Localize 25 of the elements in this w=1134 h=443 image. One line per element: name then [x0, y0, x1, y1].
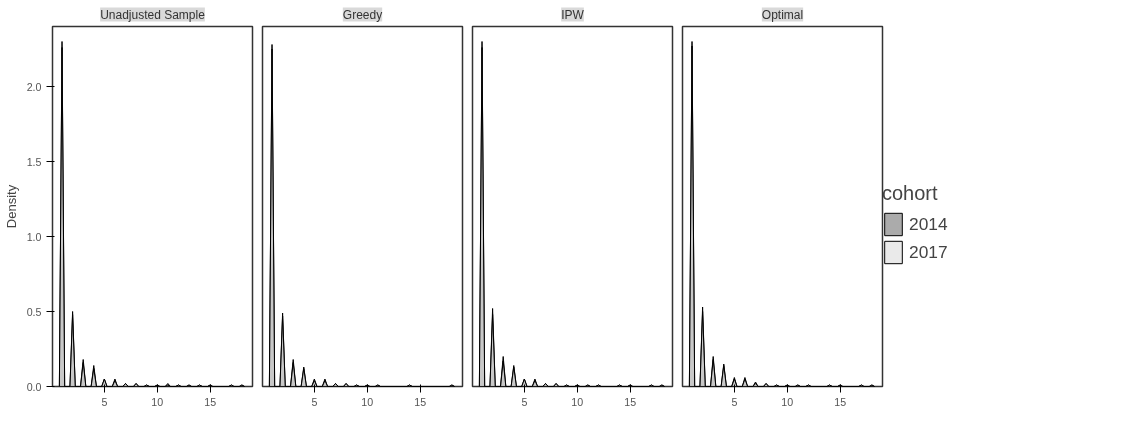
- x-tick-label: 5: [521, 395, 528, 408]
- x-tick-label: 15: [624, 395, 637, 408]
- legend-label: 2014: [909, 213, 948, 235]
- x-tick-label: 15: [204, 395, 217, 408]
- y-tick-label: 0.0: [26, 380, 42, 393]
- chart-title: Unadjusted Sample: [100, 7, 206, 22]
- x-tick-label: 5: [101, 395, 108, 408]
- x-tick-label: 10: [151, 395, 164, 408]
- x-tick-label: 10: [361, 395, 374, 408]
- chart-title: Greedy: [342, 7, 383, 22]
- y-tick-label: 1.0: [26, 230, 42, 243]
- x-tick-label: 10: [781, 395, 794, 408]
- x-tick-label: 5: [311, 395, 318, 408]
- chart-title: IPW: [561, 7, 585, 22]
- y-tick-label: 0.5: [26, 305, 42, 318]
- legend-title: cohort: [882, 182, 939, 205]
- x-tick-label: 15: [414, 395, 427, 408]
- x-tick-label: 10: [571, 395, 584, 408]
- legend-label: 2017: [909, 241, 948, 263]
- y-tick-label: 1.5: [26, 155, 42, 168]
- chart-title: Optimal: [761, 7, 804, 22]
- x-tick-label: 5: [731, 395, 738, 408]
- y-axis-title: Density: [3, 184, 19, 229]
- y-tick-label: 2.0: [26, 80, 42, 93]
- x-tick-label: 15: [834, 395, 847, 408]
